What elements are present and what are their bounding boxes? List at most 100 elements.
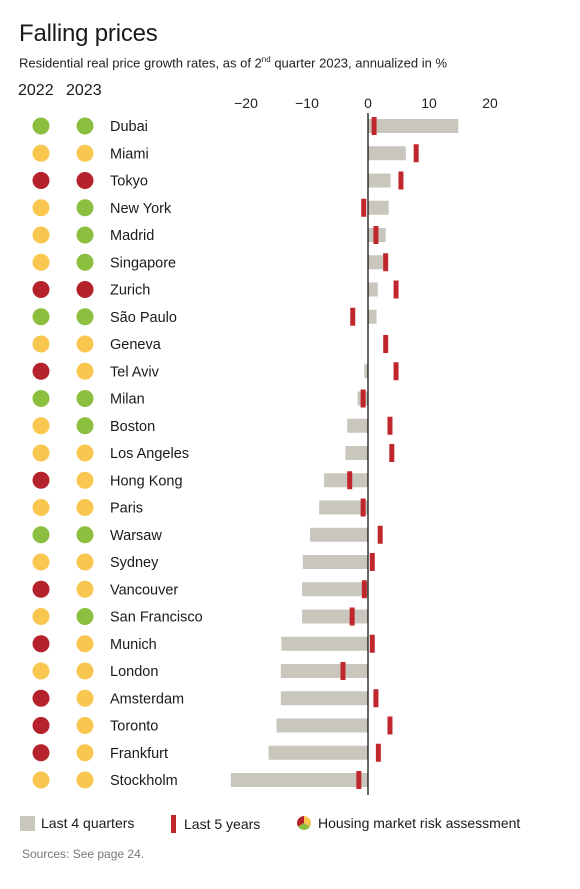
risk-dot-2023 [76, 144, 94, 162]
city-label: Tokyo [110, 174, 148, 190]
marker-last-5-years [383, 253, 389, 272]
marker-last-5-years [373, 689, 379, 708]
risk-dot-2022 [32, 417, 50, 435]
year-header-2023: 2023 [66, 82, 102, 99]
year-header-2022: 2022 [18, 82, 54, 99]
risk-dot-2023 [76, 444, 94, 462]
legend-label-last5: Last 5 years [184, 816, 261, 832]
city-label: Hong Kong [110, 473, 183, 489]
legend-label-risk: Housing market risk assessment [318, 815, 521, 831]
city-label: San Francisco [110, 610, 203, 626]
x-tick-label: −20 [234, 95, 258, 111]
marker-last-5-years [373, 226, 379, 244]
chart-title: Falling prices [19, 20, 158, 47]
risk-dot-2022 [32, 335, 50, 353]
legend-swatch-last4 [20, 815, 35, 831]
bar-last-4-quarters [280, 691, 368, 706]
bar-last-4-quarters [230, 773, 368, 787]
legend-swatch-last5 [171, 815, 176, 833]
marker-last-5-years [340, 662, 346, 680]
x-tick-label: −10 [295, 95, 319, 111]
x-tick-label: 10 [421, 95, 437, 111]
city-label: Munich [110, 637, 157, 653]
risk-dot-2023 [76, 281, 94, 298]
risk-dot-2023 [76, 744, 94, 762]
risk-dot-2023 [76, 553, 94, 571]
risk-dot-2023 [76, 771, 94, 789]
bar-last-4-quarters [281, 636, 368, 651]
risk-dot-2023 [76, 253, 94, 271]
bar-last-4-quarters [268, 745, 368, 760]
risk-dot-2023 [76, 635, 94, 653]
marker-last-5-years [349, 607, 355, 626]
bar-last-4-quarters [302, 582, 368, 597]
city-label: São Paulo [110, 310, 177, 326]
bar-last-4-quarters [364, 364, 368, 379]
risk-dot-2022 [32, 281, 50, 298]
marker-last-5-years [387, 416, 393, 435]
city-label: Amsterdam [110, 691, 184, 707]
legend-item-last4: Last 4 quarters [20, 815, 134, 831]
bar-last-4-quarters [276, 718, 368, 733]
risk-dot-2022 [32, 308, 50, 326]
city-label: Singapore [110, 255, 176, 271]
marker-last-5-years [350, 307, 356, 326]
risk-dot-2023 [76, 226, 94, 244]
city-label: London [110, 664, 158, 680]
marker-last-5-years [387, 716, 393, 735]
marker-last-5-years [393, 362, 399, 381]
bar-last-4-quarters [319, 500, 368, 515]
city-label: Los Angeles [110, 446, 189, 462]
risk-dot-2023 [76, 117, 94, 135]
bar-last-4-quarters [347, 418, 368, 433]
bar-last-4-quarters [368, 200, 389, 215]
legend-item-last5: Last 5 years [170, 815, 260, 833]
risk-dot-2022 [32, 362, 50, 380]
marker-last-5-years [383, 335, 389, 353]
risk-dot-2022 [32, 226, 50, 244]
marker-last-5-years [361, 198, 367, 217]
risk-dot-2022 [32, 553, 50, 571]
city-label: Zurich [110, 283, 150, 299]
risk-dot-2022 [32, 172, 50, 189]
risk-dot-2023 [76, 580, 94, 598]
marker-last-5-years [360, 498, 366, 517]
city-label: Stockholm [110, 773, 178, 789]
marker-last-5-years [393, 280, 399, 299]
bar-last-4-quarters [368, 282, 378, 297]
risk-dot-2022 [32, 199, 50, 217]
marker-last-5-years [347, 471, 353, 490]
marker-last-5-years [360, 389, 366, 408]
bar-last-4-quarters [368, 146, 406, 161]
bar-last-4-quarters [368, 119, 459, 133]
bar-last-4-quarters [310, 527, 368, 542]
risk-dot-2023 [76, 689, 94, 707]
city-label: Paris [110, 501, 143, 517]
risk-dot-2022 [32, 580, 50, 598]
risk-dot-2022 [32, 253, 50, 271]
city-label: Tel Aviv [110, 364, 160, 380]
city-label: Madrid [110, 228, 154, 244]
bar-last-4-quarters [302, 609, 368, 624]
sources-note: Sources: See page 24. [22, 847, 145, 861]
risk-dot-2022 [32, 771, 50, 789]
risk-dot-2023 [76, 390, 94, 407]
risk-dot-2022 [32, 117, 50, 135]
marker-last-5-years [398, 171, 404, 190]
marker-last-5-years [371, 117, 377, 135]
risk-dot-2022 [32, 635, 50, 653]
marker-last-5-years [361, 580, 367, 599]
marker-last-5-years [377, 525, 383, 544]
risk-dot-2022 [32, 662, 50, 680]
bar-last-4-quarters [324, 473, 368, 488]
risk-dot-2023 [76, 717, 94, 734]
city-label: Sydney [110, 555, 159, 571]
risk-dot-2022 [32, 608, 50, 625]
marker-last-5-years [413, 144, 419, 163]
marker-last-5-years [375, 743, 381, 762]
risk-dot-2023 [76, 417, 94, 435]
marker-last-5-years [369, 634, 375, 653]
bar-last-4-quarters [302, 555, 368, 569]
risk-dot-2023 [76, 308, 94, 326]
city-label: Geneva [110, 337, 162, 353]
